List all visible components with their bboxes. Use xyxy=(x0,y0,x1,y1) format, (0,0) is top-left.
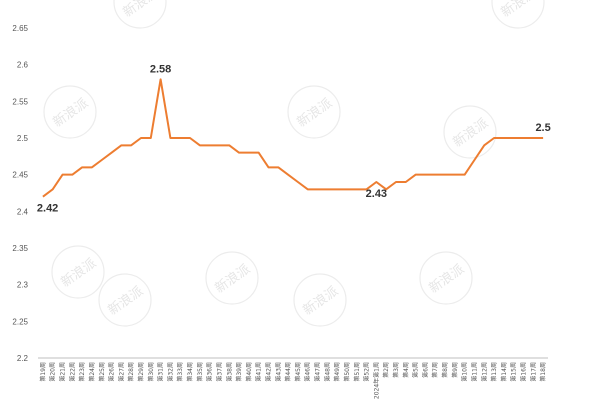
watermark-logo: 新浪派 xyxy=(205,251,259,305)
x-tick-label: 第29周 xyxy=(137,362,145,382)
x-tick-label: 2024年第1周 xyxy=(372,362,380,399)
x-tick-label: 第43周 xyxy=(274,362,282,382)
x-tick-label: 第42周 xyxy=(264,362,272,382)
watermark-logo: 新浪派 xyxy=(293,273,347,327)
watermark-logo: 新浪派 xyxy=(419,251,473,305)
x-tick-label: 第20周 xyxy=(49,362,57,382)
y-tick-label: 2.4 xyxy=(17,207,29,216)
x-tick-label: 第36周 xyxy=(206,362,214,382)
x-tick-label: 第38周 xyxy=(225,362,233,382)
x-tick-label: 第28周 xyxy=(127,362,135,382)
x-tick-label: 第14周 xyxy=(500,362,508,382)
x-tick-label: 第25周 xyxy=(98,362,106,382)
x-tick-label: 第9周 xyxy=(451,362,459,378)
x-tick-label: 第39周 xyxy=(235,362,243,382)
watermark-text: 新浪派 xyxy=(120,0,161,21)
x-tick-label: 第24周 xyxy=(88,362,96,382)
data-label: 2.5 xyxy=(535,122,550,134)
watermark-text: 新浪派 xyxy=(300,283,341,318)
x-tick-label: 第33周 xyxy=(176,362,184,382)
y-tick-label: 2.35 xyxy=(12,244,28,253)
x-tick-label: 第13周 xyxy=(490,362,498,382)
x-tick-label: 第30周 xyxy=(147,362,155,382)
x-tick-label: 第27周 xyxy=(117,362,125,382)
x-tick-label: 第17周 xyxy=(529,362,537,382)
x-tick-label: 第18周 xyxy=(539,362,547,382)
y-tick-label: 2.65 xyxy=(12,24,28,33)
watermark-logo: 新浪派 xyxy=(51,245,105,299)
watermark-text: 新浪派 xyxy=(294,95,335,130)
x-tick-label: 第49周 xyxy=(333,362,341,382)
x-tick-label: 第37周 xyxy=(215,362,223,382)
x-tick-label: 第6周 xyxy=(421,362,429,378)
x-tick-label: 第48周 xyxy=(323,362,331,382)
watermark-text: 新浪派 xyxy=(58,255,99,290)
watermark-logo: 新浪派 xyxy=(43,85,97,139)
y-tick-label: 2.55 xyxy=(12,97,28,106)
x-tick-label: 第21周 xyxy=(59,362,67,382)
x-tick-label: 第22周 xyxy=(68,362,76,382)
x-tick-label: 第10周 xyxy=(461,362,469,382)
x-tick-label: 第8周 xyxy=(441,362,449,378)
x-tick-label: 第52周 xyxy=(363,362,371,382)
series-layer xyxy=(42,78,544,198)
x-tick-label: 第3周 xyxy=(392,362,400,378)
y-tick-label: 2.5 xyxy=(17,134,29,143)
x-tick-label: 第41周 xyxy=(255,362,263,382)
x-tick-label: 第47周 xyxy=(314,362,322,382)
x-tick-label: 第32周 xyxy=(166,362,174,382)
watermark-logo: 新浪派 xyxy=(491,0,545,29)
x-tick-label: 第12周 xyxy=(480,362,488,382)
x-tick-label: 第15周 xyxy=(510,362,518,382)
watermark-logo: 新浪派 xyxy=(113,0,167,29)
watermark-text: 新浪派 xyxy=(212,261,253,296)
x-tick-label: 第35周 xyxy=(196,362,204,382)
data-labels: 2.42 2.58 2.43 2.5 xyxy=(37,63,551,214)
y-tick-label: 2.45 xyxy=(12,171,28,180)
watermark-logo: 新浪派 xyxy=(443,105,497,159)
x-tick-label: 第46周 xyxy=(304,362,312,382)
watermark-text: 新浪派 xyxy=(426,261,467,296)
x-tick-label: 第19周 xyxy=(39,362,47,382)
data-label: 2.42 xyxy=(37,203,58,215)
x-tick-label: 第16周 xyxy=(519,362,527,382)
y-axis: 2.2 2.25 2.3 2.35 2.4 2.45 2.5 2.55 2.6 2.65 xyxy=(12,24,28,363)
data-label: 2.58 xyxy=(150,63,171,75)
watermark-text: 新浪派 xyxy=(498,0,539,21)
x-tick-label: 第5周 xyxy=(412,362,420,378)
watermark-text: 新浪派 xyxy=(105,283,146,318)
x-tick-label: 第40周 xyxy=(245,362,253,382)
series-line xyxy=(42,78,544,198)
watermark-logo: 新浪派 xyxy=(98,273,152,327)
x-tick-label: 第50周 xyxy=(343,362,351,382)
data-label: 2.43 xyxy=(366,188,387,200)
x-tick-label: 第11周 xyxy=(470,362,478,382)
x-tick-label: 第23周 xyxy=(78,362,86,382)
x-tick-label: 第44周 xyxy=(284,362,292,382)
y-tick-label: 2.6 xyxy=(17,61,29,70)
x-tick-label: 第31周 xyxy=(157,362,165,382)
y-tick-label: 2.3 xyxy=(17,281,29,290)
x-tick-label: 第45周 xyxy=(294,362,302,382)
x-tick-label: 第26周 xyxy=(108,362,116,382)
watermark-logo: 新浪派 xyxy=(287,85,341,139)
x-axis: 第19周 第20周 第21周 第22周 第23周 第24周 第25周 第26周 第27周 第28周… xyxy=(38,357,548,399)
x-tick-label: 第34周 xyxy=(186,362,194,382)
x-tick-label: 第4周 xyxy=(402,362,410,378)
x-tick-label: 第2周 xyxy=(382,362,390,378)
y-tick-label: 2.25 xyxy=(12,317,28,326)
x-tick-label: 第7周 xyxy=(431,362,439,378)
y-tick-label: 2.2 xyxy=(17,354,29,363)
x-tick-label: 第51周 xyxy=(353,362,361,382)
watermark-text: 新浪派 xyxy=(50,95,91,130)
